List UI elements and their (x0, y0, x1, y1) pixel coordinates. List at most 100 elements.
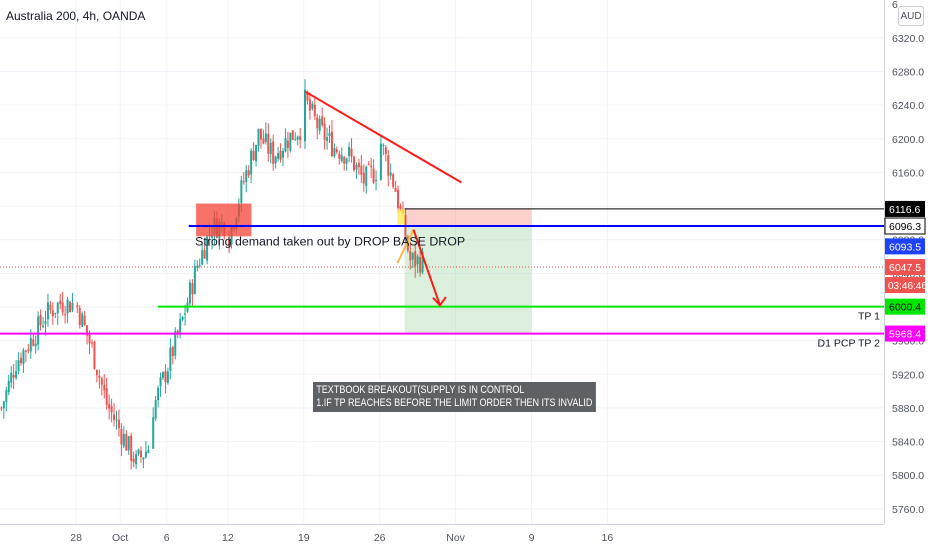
candle (191, 279, 194, 307)
candle (113, 403, 116, 427)
candle (46, 293, 49, 327)
candle (15, 359, 18, 381)
candle (154, 395, 157, 422)
x-tick-label: Oct (112, 532, 128, 544)
candle (171, 345, 174, 365)
candle-body (330, 131, 333, 156)
candle (340, 147, 343, 163)
candle (279, 143, 282, 163)
candle (353, 155, 355, 172)
candle-body (262, 138, 265, 144)
candle-body (291, 130, 294, 140)
candle-body (289, 132, 292, 151)
candle-body (46, 302, 49, 320)
candle-body (122, 434, 125, 447)
candle-body (348, 147, 351, 157)
candle (203, 244, 206, 259)
candle (44, 311, 47, 336)
candle-body (176, 330, 179, 334)
candle (71, 293, 74, 313)
symbol-title[interactable]: Australia 200, 4h, OANDA (6, 9, 146, 23)
candle-body (252, 150, 255, 161)
candle (269, 138, 272, 164)
candle (289, 132, 292, 153)
candle (135, 450, 138, 470)
candle-body (284, 138, 287, 152)
candle (10, 366, 13, 389)
price-badge-bg (884, 217, 926, 235)
candle-body (181, 316, 184, 320)
candle (98, 369, 101, 389)
x-tick-label: 6 (164, 532, 170, 544)
candle-body (370, 165, 373, 168)
candle-body (323, 123, 326, 140)
candle-body (196, 265, 199, 268)
candle-body (409, 251, 412, 261)
x-tick-label: 19 (298, 532, 310, 544)
candle (409, 241, 412, 270)
retest-arrow (396, 229, 415, 264)
candle-body (228, 237, 231, 247)
y-tick-label: 6280.0 (892, 66, 924, 78)
candle-body (384, 147, 387, 155)
candle-body (399, 206, 402, 210)
candle-body (103, 384, 106, 391)
candle (262, 129, 265, 145)
candle-body (61, 302, 64, 313)
candle (127, 435, 130, 456)
candle-body (24, 350, 27, 352)
candle (7, 374, 10, 396)
candle (316, 113, 319, 140)
y-tick-label: 5880.0 (892, 403, 924, 415)
candle (362, 164, 365, 192)
candle (110, 398, 113, 423)
countdown-label: 03:46:46 (888, 281, 927, 292)
price-badge: 6116.6 (885, 200, 925, 217)
take-profit-zone (404, 226, 532, 334)
candle-body (32, 339, 35, 346)
candle (338, 150, 341, 165)
x-tick-label: 16 (602, 532, 614, 544)
candle-body (120, 428, 123, 445)
candle-body (389, 172, 392, 176)
candle (20, 352, 22, 366)
candle-body (144, 451, 147, 458)
candle-body (188, 282, 191, 304)
candle-body (304, 89, 306, 142)
candle-body (51, 310, 54, 317)
candle (355, 162, 358, 179)
price-badge-bg (885, 298, 925, 315)
y-tick-label: 6320.0 (892, 33, 924, 45)
candle-body (394, 187, 397, 192)
candle-body (321, 116, 324, 125)
candle (5, 386, 8, 412)
candle (416, 254, 419, 274)
candle (365, 165, 368, 194)
candle (282, 148, 284, 166)
candle-body (345, 158, 348, 164)
candle (328, 125, 331, 143)
price-badge-label: 6047.5 (889, 262, 921, 274)
candle-body (166, 371, 169, 383)
candle-body (147, 449, 150, 453)
y-tick-label: 5920.0 (892, 369, 924, 381)
candle-body (20, 357, 22, 363)
candle-body (421, 251, 424, 273)
currency-button[interactable]: AUD (898, 6, 924, 26)
candle-body (311, 103, 314, 109)
candle (59, 293, 62, 310)
candle-body (71, 303, 74, 311)
candle (414, 243, 417, 278)
candle (100, 376, 103, 396)
candle (299, 127, 302, 149)
candle (348, 142, 351, 163)
candle-body (308, 99, 311, 111)
candle-body (125, 433, 128, 451)
candle-body (115, 419, 118, 421)
candle (330, 120, 333, 158)
countdown-badge (885, 277, 925, 294)
candle-body (100, 378, 103, 385)
candle-body (296, 136, 299, 140)
arrow-head (432, 296, 447, 307)
